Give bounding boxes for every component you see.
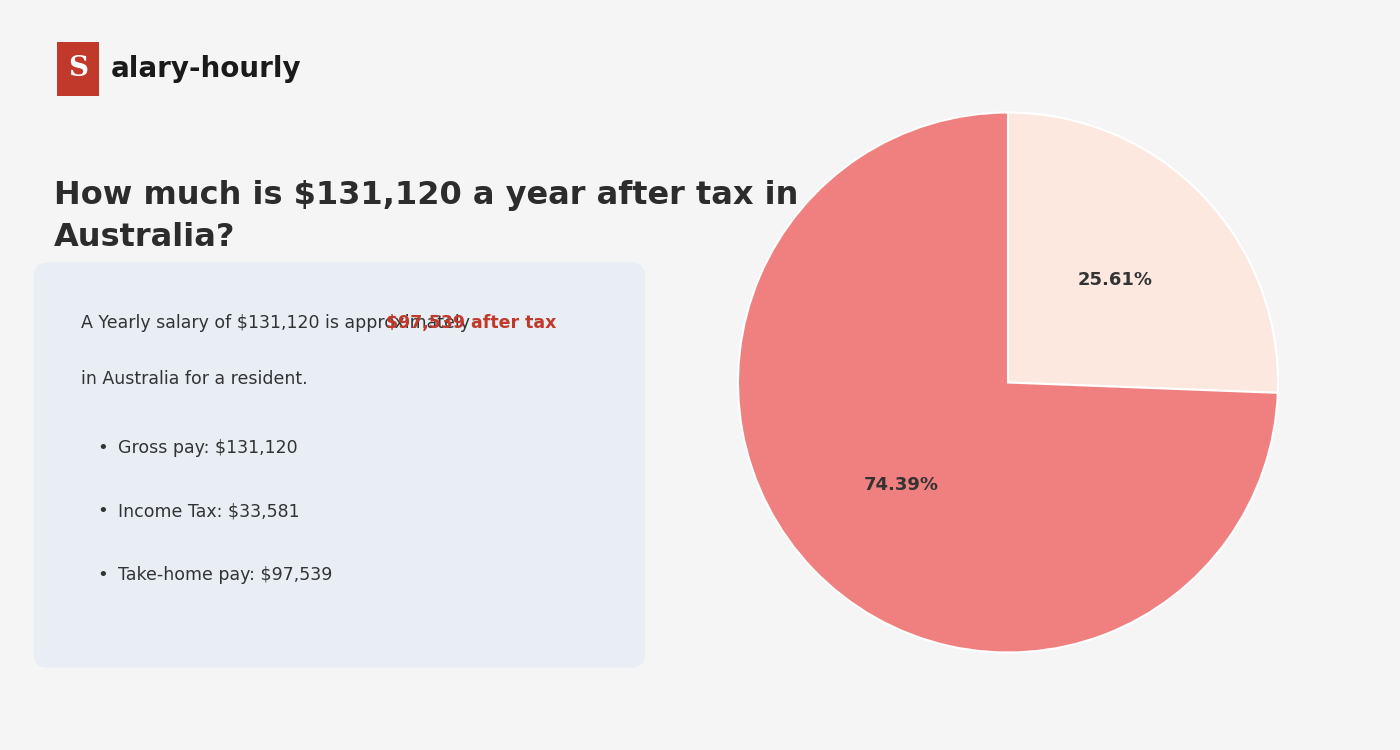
Text: Gross pay: $131,120: Gross pay: $131,120	[118, 439, 297, 457]
FancyBboxPatch shape	[34, 262, 645, 668]
Wedge shape	[1008, 112, 1278, 393]
Text: alary-hourly: alary-hourly	[111, 55, 301, 83]
Text: •: •	[98, 566, 108, 584]
FancyBboxPatch shape	[57, 42, 99, 96]
Text: in Australia for a resident.: in Australia for a resident.	[81, 370, 307, 388]
Text: 25.61%: 25.61%	[1078, 271, 1152, 289]
Text: $97,539 after tax: $97,539 after tax	[386, 314, 557, 332]
Text: S: S	[69, 56, 88, 82]
Text: A Yearly salary of $131,120 is approximately: A Yearly salary of $131,120 is approxima…	[81, 314, 475, 332]
Text: 74.39%: 74.39%	[864, 476, 938, 494]
Text: How much is $131,120 a year after tax in
Australia?: How much is $131,120 a year after tax in…	[53, 180, 798, 253]
Text: •: •	[98, 503, 108, 520]
Text: Income Tax: $33,581: Income Tax: $33,581	[118, 503, 300, 520]
Wedge shape	[738, 112, 1278, 652]
Text: Take-home pay: $97,539: Take-home pay: $97,539	[118, 566, 332, 584]
Legend: Income Tax, Take-home Pay: Income Tax, Take-home Pay	[837, 0, 1179, 4]
Text: •: •	[98, 439, 108, 457]
